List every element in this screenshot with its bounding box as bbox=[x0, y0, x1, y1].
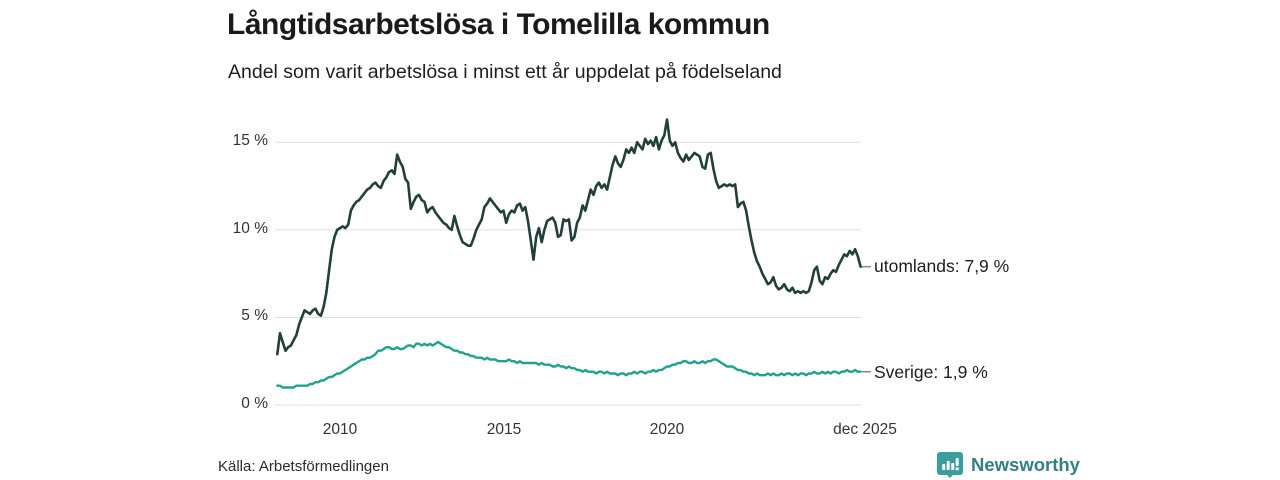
brand-name: Newsworthy bbox=[971, 454, 1080, 475]
y-axis-tick-15: 15 % bbox=[232, 132, 268, 149]
series-label-utomlands: utomlands: 7,9 % bbox=[874, 256, 1010, 276]
y-axis-tick-5: 5 % bbox=[241, 307, 268, 324]
x-axis-tick-2010: 2010 bbox=[322, 421, 358, 438]
brand-logo: Newsworthy bbox=[936, 451, 1080, 479]
x-axis-tick-2015: 2015 bbox=[486, 421, 522, 438]
page-title: Långtidsarbetslösa i Tomelilla kommun bbox=[227, 8, 770, 41]
series-line-utomlands bbox=[275, 118, 862, 356]
x-axis-tick-dec-2025: dec 2025 bbox=[833, 421, 897, 438]
newsworthy-icon bbox=[937, 452, 963, 478]
source-note: Källa: Arbetsförmedlingen bbox=[218, 458, 389, 475]
page-subtitle: Andel som varit arbetslösa i minst ett å… bbox=[228, 61, 782, 83]
series-line-sverige bbox=[276, 340, 862, 389]
y-axis-tick-0: 0 % bbox=[241, 395, 268, 412]
series-label-sverige: Sverige: 1,9 % bbox=[874, 362, 988, 382]
y-axis-tick-10: 10 % bbox=[232, 220, 268, 237]
x-axis-tick-2020: 2020 bbox=[649, 421, 685, 438]
